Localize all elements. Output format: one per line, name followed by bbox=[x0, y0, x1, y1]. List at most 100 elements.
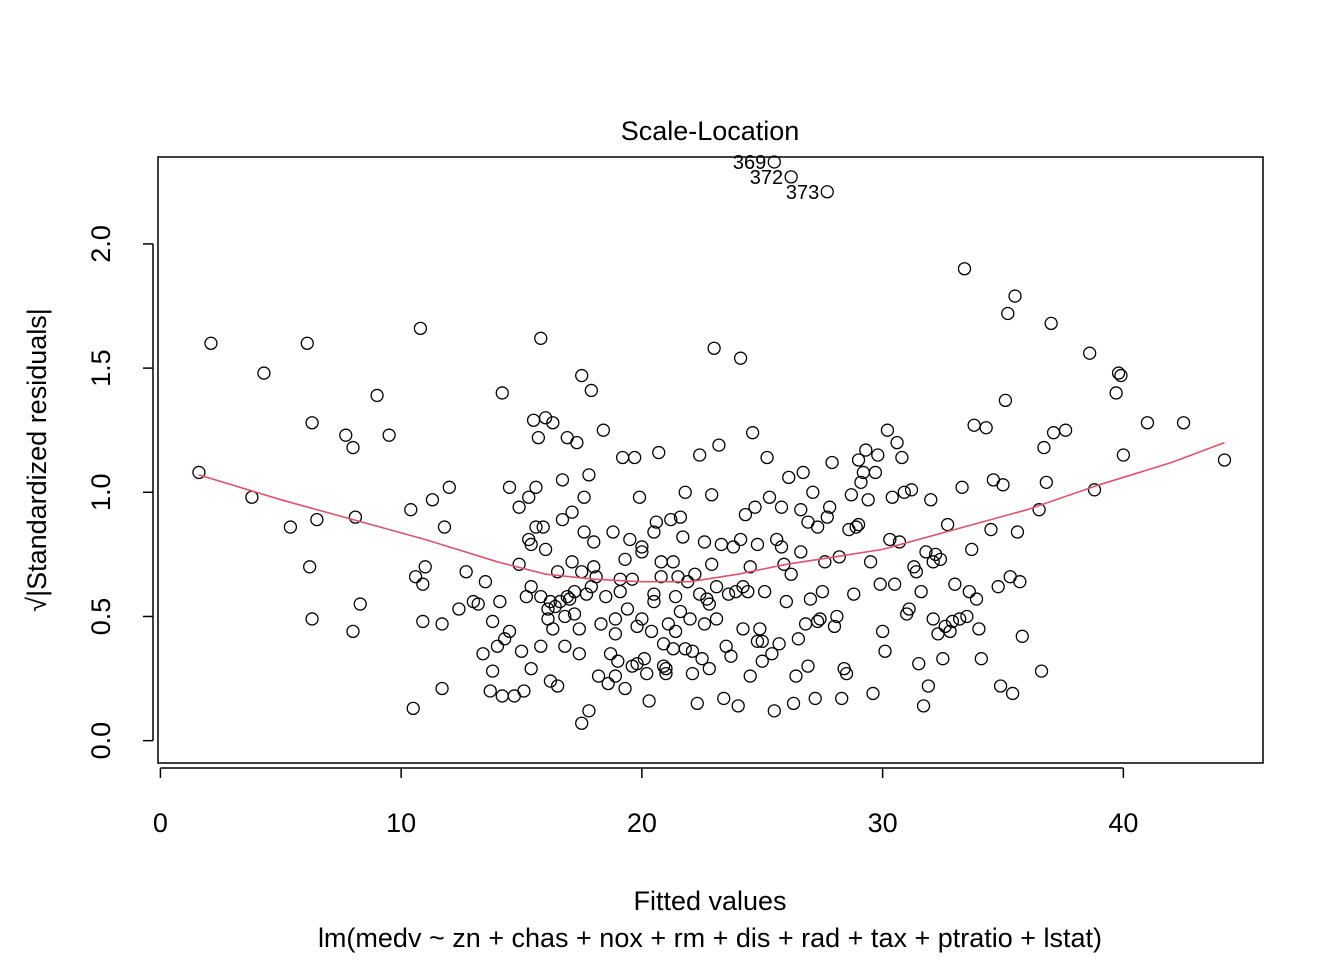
data-point bbox=[1044, 316, 1058, 331]
data-point bbox=[640, 666, 654, 681]
x-tick-label: 20 bbox=[627, 808, 657, 838]
data-point bbox=[936, 652, 950, 666]
data-point bbox=[803, 592, 818, 606]
data-point bbox=[416, 577, 430, 591]
data-point bbox=[490, 639, 505, 653]
data-point bbox=[733, 532, 748, 547]
data-point bbox=[765, 647, 779, 661]
data-point bbox=[993, 679, 1008, 693]
data-point bbox=[673, 604, 688, 619]
data-point bbox=[683, 612, 697, 626]
data-point bbox=[979, 421, 993, 435]
data-point bbox=[823, 500, 837, 514]
data-point bbox=[584, 383, 598, 398]
data-point bbox=[685, 644, 700, 658]
data-point bbox=[801, 659, 815, 673]
data-point bbox=[1039, 475, 1053, 490]
data-point bbox=[637, 652, 651, 666]
data-point bbox=[534, 639, 548, 653]
data-point bbox=[1015, 629, 1029, 643]
data-point bbox=[835, 691, 849, 706]
data-point bbox=[471, 597, 485, 611]
data-point bbox=[652, 445, 666, 460]
data-point bbox=[618, 681, 632, 696]
data-point bbox=[620, 602, 635, 616]
data-point bbox=[733, 351, 748, 365]
data-point bbox=[594, 617, 608, 631]
data-point bbox=[697, 617, 712, 631]
data-point bbox=[567, 607, 582, 621]
chart-title: Scale-Location bbox=[621, 116, 800, 146]
data-point bbox=[541, 602, 555, 616]
data-point bbox=[524, 580, 538, 594]
data-point bbox=[353, 597, 367, 611]
x-tick-label: 40 bbox=[1108, 808, 1138, 838]
data-point bbox=[1109, 386, 1123, 400]
data-point bbox=[724, 649, 738, 663]
data-point bbox=[755, 654, 769, 668]
data-point bbox=[875, 624, 890, 639]
data-point bbox=[709, 612, 724, 626]
data-point bbox=[370, 388, 384, 403]
data-point bbox=[416, 614, 430, 629]
data-point bbox=[524, 661, 538, 676]
data-point bbox=[933, 552, 948, 566]
data-point bbox=[1034, 664, 1049, 678]
data-point bbox=[726, 540, 741, 554]
data-point bbox=[382, 428, 396, 442]
smooth-line bbox=[198, 441, 1225, 583]
data-point bbox=[859, 443, 873, 457]
data-point bbox=[849, 520, 863, 534]
data-point bbox=[644, 624, 659, 639]
data-point bbox=[608, 669, 623, 683]
data-point bbox=[661, 617, 676, 631]
data-point bbox=[572, 622, 586, 636]
data-point bbox=[810, 614, 825, 629]
data-point bbox=[868, 465, 883, 480]
data-point bbox=[1083, 346, 1097, 360]
data-point bbox=[685, 666, 700, 681]
data-point bbox=[587, 535, 601, 549]
data-point bbox=[825, 455, 839, 470]
data-point bbox=[912, 657, 926, 671]
data-point bbox=[709, 580, 724, 594]
data-point bbox=[558, 639, 572, 653]
data-point bbox=[690, 696, 704, 711]
data-point bbox=[921, 679, 936, 693]
data-point bbox=[543, 594, 558, 609]
data-point bbox=[404, 503, 418, 517]
data-point bbox=[577, 490, 591, 504]
data-point bbox=[1111, 366, 1126, 380]
data-point bbox=[974, 652, 988, 666]
data-point bbox=[928, 547, 943, 562]
data-point bbox=[969, 592, 984, 606]
data-point bbox=[589, 570, 603, 584]
data-point bbox=[991, 580, 1005, 594]
data-point bbox=[916, 699, 931, 713]
data-point bbox=[599, 589, 613, 604]
data-point bbox=[1010, 525, 1025, 539]
data-point bbox=[748, 500, 762, 514]
data-point bbox=[575, 368, 589, 383]
data-point bbox=[806, 485, 820, 499]
data-point bbox=[839, 666, 854, 681]
data-point bbox=[1001, 306, 1015, 321]
data-point bbox=[543, 674, 558, 688]
data-point bbox=[339, 428, 353, 442]
data-point bbox=[767, 155, 781, 169]
data-point bbox=[630, 619, 644, 634]
data-point bbox=[854, 475, 868, 490]
data-point bbox=[820, 185, 834, 199]
data-point bbox=[873, 577, 887, 591]
outlier-label: 373 bbox=[786, 182, 819, 204]
x-axis: 0 10 20 30 40 bbox=[153, 767, 1138, 838]
data-point bbox=[1013, 575, 1027, 589]
data-point bbox=[767, 704, 781, 718]
y-tick-label: 1.5 bbox=[86, 349, 116, 387]
data-point bbox=[904, 483, 919, 497]
data-point bbox=[743, 560, 757, 574]
data-point bbox=[984, 522, 998, 537]
data-point bbox=[866, 686, 880, 701]
